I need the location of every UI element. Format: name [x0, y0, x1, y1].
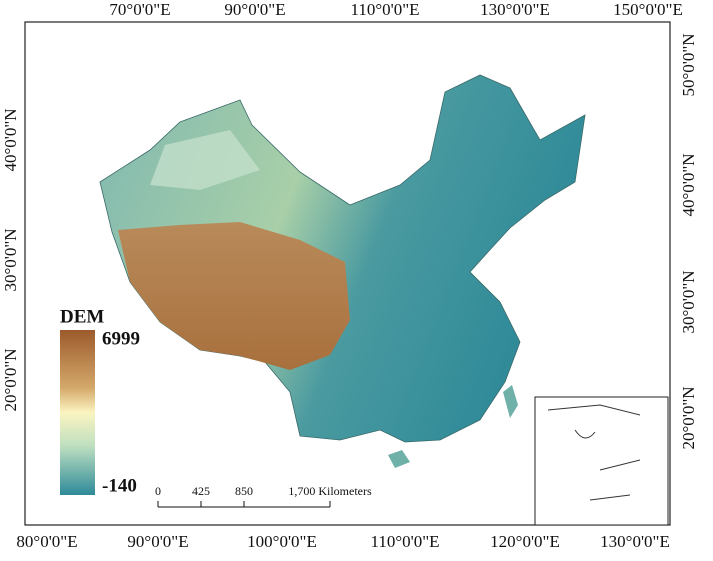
left-label: 20°0'0"N	[1, 348, 20, 411]
inset-frame	[534, 396, 669, 526]
taiwan	[503, 385, 518, 418]
top-label: 130°0'0"E	[480, 0, 550, 19]
left-label: 40°0'0"N	[1, 108, 20, 171]
legend-max: 6999	[102, 328, 140, 349]
bottom-label: 100°0'0"E	[247, 532, 317, 551]
right-label: 30°0'0"N	[679, 270, 698, 333]
hainan	[388, 450, 410, 468]
bottom-label: 130°0'0"E	[600, 532, 670, 551]
bottom-label: 90°0'0"E	[127, 532, 188, 551]
inset-islands	[547, 404, 641, 501]
basin	[150, 130, 260, 190]
scale-label: 0	[155, 484, 161, 498]
top-label: 70°0'0"E	[109, 0, 170, 19]
top-label: 150°0'0"E	[613, 0, 683, 19]
plateau	[118, 222, 350, 370]
left-label: 30°0'0"N	[1, 228, 20, 291]
bottom-label: 80°0'0"E	[16, 532, 77, 551]
top-label: 90°0'0"E	[224, 0, 285, 19]
legend-ramp	[60, 330, 95, 495]
scale-label: 1,700 Kilometers	[288, 484, 372, 498]
legend-title: DEM	[60, 306, 104, 327]
scale-label: 425	[192, 484, 210, 498]
right-label: 20°0'0"N	[679, 386, 698, 449]
bottom-label: 110°0'0"E	[370, 532, 439, 551]
legend-min: -140	[102, 475, 137, 496]
top-label: 110°0'0"E	[350, 0, 419, 19]
scale-label: 850	[235, 484, 253, 498]
right-label: 50°0'0"N	[679, 33, 698, 96]
right-label: 40°0'0"N	[679, 153, 698, 216]
bottom-label: 120°0'0"E	[490, 532, 560, 551]
map-frame	[24, 21, 671, 526]
